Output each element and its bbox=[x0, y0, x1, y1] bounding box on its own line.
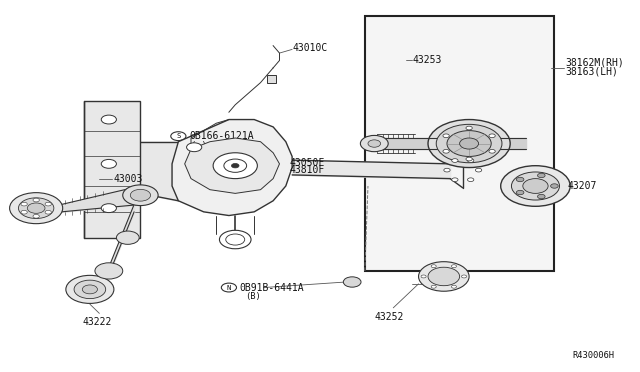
Circle shape bbox=[226, 234, 244, 245]
Circle shape bbox=[101, 115, 116, 124]
Circle shape bbox=[444, 168, 450, 172]
Circle shape bbox=[489, 134, 495, 138]
Circle shape bbox=[28, 203, 45, 213]
Circle shape bbox=[431, 265, 436, 268]
Text: 0B91B-6441A: 0B91B-6441A bbox=[239, 283, 304, 292]
Circle shape bbox=[232, 163, 239, 168]
Circle shape bbox=[74, 280, 106, 299]
Text: 43252: 43252 bbox=[374, 312, 404, 322]
Circle shape bbox=[220, 230, 251, 249]
Circle shape bbox=[21, 202, 28, 206]
Text: 43253: 43253 bbox=[413, 55, 442, 65]
Text: N: N bbox=[227, 285, 231, 291]
Bar bbox=[365, 16, 554, 271]
Text: S: S bbox=[176, 133, 180, 139]
Circle shape bbox=[33, 198, 39, 202]
Circle shape bbox=[224, 159, 246, 172]
Circle shape bbox=[221, 283, 237, 292]
Circle shape bbox=[343, 277, 361, 287]
Text: 0B166-6121A: 0B166-6121A bbox=[189, 131, 253, 141]
Circle shape bbox=[466, 157, 472, 161]
Text: 43003: 43003 bbox=[113, 174, 143, 184]
Circle shape bbox=[516, 190, 524, 195]
Circle shape bbox=[10, 193, 63, 224]
Circle shape bbox=[500, 166, 570, 206]
Circle shape bbox=[523, 179, 548, 193]
Text: ( ): ( ) bbox=[191, 141, 207, 150]
Circle shape bbox=[436, 124, 502, 163]
Text: 43207: 43207 bbox=[567, 181, 596, 191]
Circle shape bbox=[467, 178, 474, 182]
Text: R430006H: R430006H bbox=[572, 351, 614, 360]
Circle shape bbox=[443, 150, 449, 153]
Circle shape bbox=[516, 177, 524, 182]
Circle shape bbox=[460, 138, 479, 149]
Circle shape bbox=[131, 189, 150, 201]
Circle shape bbox=[466, 126, 472, 130]
Circle shape bbox=[447, 131, 492, 157]
Circle shape bbox=[431, 285, 436, 288]
Circle shape bbox=[451, 285, 456, 288]
Circle shape bbox=[21, 211, 28, 214]
Circle shape bbox=[101, 204, 116, 212]
Circle shape bbox=[538, 173, 545, 178]
Circle shape bbox=[419, 262, 469, 291]
Text: 43810F: 43810F bbox=[289, 165, 325, 175]
Circle shape bbox=[461, 275, 467, 278]
Circle shape bbox=[213, 153, 257, 179]
Circle shape bbox=[428, 267, 460, 286]
Circle shape bbox=[45, 211, 51, 214]
Circle shape bbox=[428, 119, 510, 167]
Circle shape bbox=[452, 178, 458, 182]
Circle shape bbox=[421, 275, 426, 278]
Circle shape bbox=[368, 140, 381, 147]
Text: 43222: 43222 bbox=[83, 317, 111, 327]
Circle shape bbox=[538, 194, 545, 199]
Circle shape bbox=[33, 214, 39, 218]
Circle shape bbox=[360, 135, 388, 152]
Text: 38163(LH): 38163(LH) bbox=[565, 67, 618, 77]
Circle shape bbox=[95, 263, 123, 279]
Circle shape bbox=[171, 132, 186, 141]
Circle shape bbox=[452, 159, 458, 162]
Bar bbox=[267, 75, 276, 83]
Circle shape bbox=[101, 160, 116, 168]
Circle shape bbox=[443, 134, 449, 138]
Circle shape bbox=[116, 231, 139, 244]
Circle shape bbox=[550, 184, 558, 188]
Circle shape bbox=[451, 265, 456, 268]
Polygon shape bbox=[172, 119, 292, 215]
Circle shape bbox=[19, 198, 54, 218]
Text: (B): (B) bbox=[244, 292, 260, 301]
Circle shape bbox=[511, 172, 559, 200]
Circle shape bbox=[66, 275, 114, 304]
Polygon shape bbox=[84, 101, 140, 238]
Text: 38162M(RH): 38162M(RH) bbox=[565, 57, 624, 67]
Circle shape bbox=[45, 202, 51, 206]
Circle shape bbox=[476, 168, 482, 172]
Circle shape bbox=[83, 285, 97, 294]
Circle shape bbox=[489, 150, 495, 153]
Text: 43050F: 43050F bbox=[289, 158, 325, 168]
Text: 43010C: 43010C bbox=[292, 42, 328, 52]
Circle shape bbox=[123, 185, 158, 206]
Polygon shape bbox=[185, 138, 280, 193]
Circle shape bbox=[467, 159, 474, 162]
Circle shape bbox=[187, 143, 202, 152]
